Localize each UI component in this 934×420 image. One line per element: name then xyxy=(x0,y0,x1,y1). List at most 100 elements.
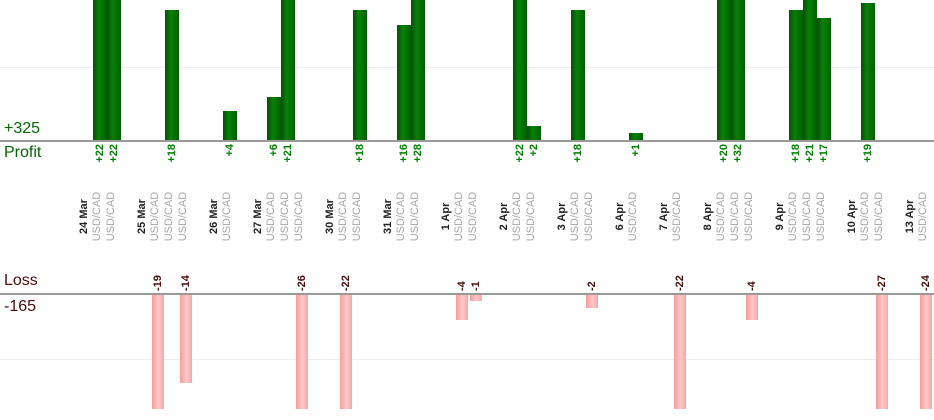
date-label: 6 Apr xyxy=(614,202,626,231)
loss-value-label: -22 xyxy=(674,275,686,291)
profit-value-label: +21 xyxy=(804,144,816,163)
instrument-label: USD/CAD xyxy=(569,191,581,242)
instrument-label: USD/CAD xyxy=(105,191,117,242)
loss-bar xyxy=(876,295,888,409)
loss-value-label: -4 xyxy=(456,281,468,291)
loss-chart-panel: -165 xyxy=(0,295,934,420)
instrument-label: USD/CAD xyxy=(91,191,103,242)
profit-bar xyxy=(629,133,643,140)
profit-total-label: +325 xyxy=(4,120,41,137)
profit-value-label: +2 xyxy=(528,144,540,157)
profit-bar xyxy=(717,0,731,140)
profit-value-label: +19 xyxy=(862,144,874,163)
profit-bar xyxy=(281,0,295,140)
profit-bar xyxy=(397,25,411,140)
loss-bar xyxy=(456,295,468,320)
loss-value-label: -19 xyxy=(152,275,164,291)
profit-value-label: +18 xyxy=(790,144,802,163)
profit-value-label: +17 xyxy=(818,144,830,163)
loss-bar xyxy=(746,295,758,320)
profit-bar xyxy=(571,10,585,140)
loss-axis-label: Loss xyxy=(4,272,38,289)
loss-value-label: -4 xyxy=(746,281,758,291)
profit-axis-label: Profit xyxy=(4,144,42,161)
loss-total-label: -165 xyxy=(4,298,37,315)
profit-value-label: +16 xyxy=(398,144,410,163)
instrument-label: USD/CAD xyxy=(453,191,465,242)
instrument-label: USD/CAD xyxy=(163,191,175,242)
profit-value-label: +22 xyxy=(108,144,120,163)
date-label: 9 Apr xyxy=(774,202,786,231)
loss-value-label: -2 xyxy=(586,281,598,291)
date-label: 7 Apr xyxy=(658,202,670,231)
date-label: 2 Apr xyxy=(498,202,510,231)
profit-bar xyxy=(513,0,527,140)
instrument-label: USD/CAD xyxy=(511,191,523,242)
instrument-label: USD/CAD xyxy=(729,191,741,242)
profit-bar xyxy=(107,0,121,140)
date-label: 31 Mar xyxy=(382,199,394,234)
date-label: 8 Apr xyxy=(702,202,714,231)
loss-bar xyxy=(470,295,482,301)
profit-value-label: +6 xyxy=(268,144,280,157)
instrument-label: USD/CAD xyxy=(279,191,291,242)
profit-bar xyxy=(93,0,107,140)
loss-bar xyxy=(296,295,308,409)
profit-gridline xyxy=(0,67,934,68)
profit-bar xyxy=(789,10,803,140)
loss-bar xyxy=(340,295,352,409)
profit-values-row: Profit +22 +22 +18 +4 +6 +21 +18 +16 +28 +22 +2 +18… xyxy=(0,142,934,178)
profit-bar xyxy=(267,97,281,140)
date-label: 3 Apr xyxy=(556,202,568,231)
instrument-label: USD/CAD xyxy=(395,191,407,242)
profit-bar xyxy=(223,111,237,140)
date-label: 30 Mar xyxy=(324,199,336,234)
profit-value-label: +20 xyxy=(718,144,730,163)
profit-value-label: +1 xyxy=(630,144,642,157)
profit-value-label: +22 xyxy=(94,144,106,163)
instrument-label: USD/CAD xyxy=(743,191,755,242)
profit-bar xyxy=(411,0,425,140)
instrument-label: USD/CAD xyxy=(627,191,639,242)
date-label: 24 Mar xyxy=(78,199,90,234)
profit-chart-panel: +325 xyxy=(0,0,934,142)
profit-value-label: +4 xyxy=(224,144,236,157)
profit-bar xyxy=(861,3,875,140)
loss-values-row: Loss -19 -14 -26 -22 -4 -1 -2 -22 -4 -27 -24 xyxy=(0,255,934,295)
date-label: 26 Mar xyxy=(208,199,220,234)
instrument-label: USD/CAD xyxy=(583,191,595,242)
instrument-label: USD/CAD xyxy=(801,191,813,242)
loss-value-label: -1 xyxy=(470,281,482,291)
instrument-label: USD/CAD xyxy=(177,191,189,242)
loss-bar xyxy=(152,295,164,409)
loss-value-label: -27 xyxy=(876,275,888,291)
instrument-label: USD/CAD xyxy=(715,191,727,242)
instrument-label: USD/CAD xyxy=(409,191,421,242)
profit-value-label: +18 xyxy=(572,144,584,163)
profit-bar xyxy=(527,126,541,140)
instrument-label: USD/CAD xyxy=(815,191,827,242)
loss-value-label: -26 xyxy=(296,275,308,291)
instrument-label: USD/CAD xyxy=(351,191,363,242)
loss-value-label: -14 xyxy=(180,275,192,291)
date-label: 1 Apr xyxy=(440,202,452,231)
instrument-label: USD/CAD xyxy=(265,191,277,242)
instrument-label: USD/CAD xyxy=(467,191,479,242)
profit-value-label: +22 xyxy=(514,144,526,163)
instrument-label: USD/CAD xyxy=(337,191,349,242)
instrument-label: USD/CAD xyxy=(873,191,885,242)
profit-value-label: +32 xyxy=(732,144,744,163)
date-label: 13 Apr xyxy=(904,199,916,234)
instrument-label: USD/CAD xyxy=(221,191,233,242)
profit-value-label: +21 xyxy=(282,144,294,163)
instrument-label: USD/CAD xyxy=(149,191,161,242)
loss-bar xyxy=(180,295,192,383)
date-label: 25 Mar xyxy=(136,199,148,234)
profit-bar xyxy=(165,10,179,140)
profit-bar xyxy=(353,10,367,140)
loss-bar xyxy=(920,295,932,409)
instrument-label: USD/CAD xyxy=(859,191,871,242)
loss-gridline xyxy=(0,359,934,360)
instrument-label: USD/CAD xyxy=(917,191,929,242)
